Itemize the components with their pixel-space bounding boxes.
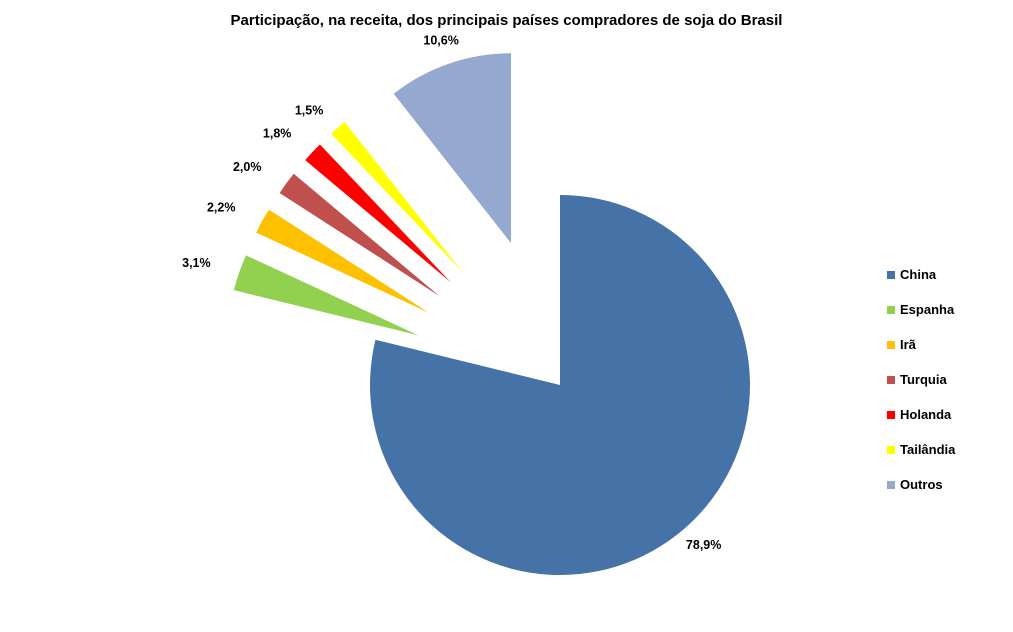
- legend-swatch-outros: [887, 481, 895, 489]
- legend-label-turquia: Turquia: [900, 372, 947, 387]
- legend-swatch-espanha: [887, 306, 895, 314]
- legend-item-outros: Outros: [887, 476, 955, 511]
- legend-item-tailandia: Tailândia: [887, 441, 955, 476]
- data-label-tailandia: 1,5%: [295, 103, 324, 117]
- data-label-holanda: 1,8%: [263, 127, 292, 141]
- legend-label-holanda: Holanda: [900, 407, 952, 422]
- legend-item-turquia: Turquia: [887, 371, 955, 406]
- legend-item-espanha: Espanha: [887, 301, 955, 336]
- data-label-turquia: 2,0%: [233, 160, 262, 174]
- legend: China Espanha Irã Turquia Holanda Tailândia Ou…: [887, 266, 955, 511]
- legend-label-espanha: Espanha: [900, 302, 955, 317]
- data-label-china: 78,9%: [686, 538, 721, 552]
- pie-slice-china: [370, 195, 750, 575]
- legend-swatch-ira: [887, 341, 895, 349]
- pie-slice-outros: [393, 53, 512, 244]
- data-label-outros: 10,6%: [423, 33, 458, 47]
- pie-slice-tailandia: [331, 122, 462, 272]
- legend-item-china: China: [887, 266, 955, 301]
- legend-label-outros: Outros: [900, 477, 943, 492]
- legend-swatch-china: [887, 271, 895, 279]
- pie-slice-turquia: [279, 173, 440, 296]
- legend-label-ira: Irã: [900, 337, 916, 352]
- pie-slice-holanda: [305, 144, 451, 283]
- data-label-espanha: 3,1%: [182, 256, 211, 270]
- legend-item-ira: Irã: [887, 336, 955, 371]
- pie-slice-espanha: [233, 255, 419, 336]
- legend-swatch-turquia: [887, 376, 895, 384]
- data-label-ira: 2,2%: [207, 201, 236, 215]
- legend-swatch-tailandia: [887, 446, 895, 454]
- legend-label-china: China: [900, 267, 937, 282]
- legend-item-holanda: Holanda: [887, 406, 955, 441]
- legend-swatch-holanda: [887, 411, 895, 419]
- chart-title: Participação, na receita, dos principais…: [230, 12, 783, 29]
- legend-label-tailandia: Tailândia: [900, 442, 956, 457]
- pie-slice-ira: [256, 209, 429, 313]
